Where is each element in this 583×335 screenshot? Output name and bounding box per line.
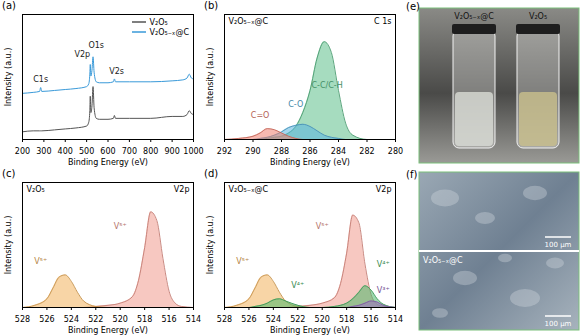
- svg-text:V³⁺: V³⁺: [377, 286, 390, 295]
- svg-text:V⁴⁺: V⁴⁺: [377, 260, 390, 269]
- svg-text:516: 516: [161, 315, 176, 324]
- svg-text:Binding Energy (eV): Binding Energy (eV): [68, 158, 148, 167]
- html-text:Intensity (a.u.): Intensity (a.u.): [4, 215, 13, 274]
- html-text:V₂O₅: V₂O₅: [149, 17, 168, 27]
- svg-text:520: 520: [315, 315, 330, 324]
- svg-text:800: 800: [143, 147, 158, 156]
- svg-text:V₂O₅₋ₓ@C: V₂O₅₋ₓ@C: [229, 17, 269, 26]
- svg-text:516: 516: [363, 315, 378, 324]
- svg-text:C 1s: C 1s: [374, 17, 391, 26]
- svg-text:V2p: V2p: [376, 185, 392, 194]
- svg-text:700: 700: [122, 147, 137, 156]
- svg-text:V₂O₅₋ₓ@C: V₂O₅₋ₓ@C: [423, 256, 463, 265]
- svg-text:600: 600: [100, 147, 115, 156]
- html-text:Intensity (a.u.): Intensity (a.u.): [4, 47, 13, 106]
- html-text:(d): (d): [204, 168, 219, 179]
- html-text:Intensity (a.u.): Intensity (a.u.): [206, 215, 215, 274]
- svg-text:200: 200: [15, 147, 30, 156]
- html-text:(c): (c): [2, 168, 16, 179]
- svg-text:C1s: C1s: [33, 75, 48, 84]
- svg-text:V⁵⁺: V⁵⁺: [236, 257, 249, 266]
- svg-text:292: 292: [217, 147, 232, 156]
- svg-text:V⁵⁺: V⁵⁺: [34, 257, 47, 266]
- svg-text:526: 526: [39, 315, 54, 324]
- svg-text:V₂O₅₋ₓ@C: V₂O₅₋ₓ@C: [229, 185, 269, 194]
- svg-text:528: 528: [15, 315, 30, 324]
- svg-text:Binding Energy (eV): Binding Energy (eV): [270, 326, 350, 335]
- svg-text:526: 526: [241, 315, 256, 324]
- svg-text:V2s: V2s: [109, 67, 124, 76]
- svg-text:(f): (f): [406, 169, 417, 180]
- svg-text:400: 400: [58, 147, 73, 156]
- svg-text:286: 286: [302, 147, 317, 156]
- svg-text:C=O: C=O: [251, 111, 270, 120]
- html-text:(b): (b): [204, 0, 219, 11]
- svg-text:100 μm: 100 μm: [545, 241, 572, 249]
- svg-text:V⁴⁺: V⁴⁺: [291, 281, 304, 290]
- svg-text:V₂O₅₋ₓ@C: V₂O₅₋ₓ@C: [454, 12, 494, 21]
- svg-text:Binding Energy (eV): Binding Energy (eV): [270, 158, 350, 167]
- svg-text:518: 518: [137, 315, 152, 324]
- svg-text:522: 522: [290, 315, 305, 324]
- svg-text:O1s: O1s: [88, 41, 104, 50]
- svg-text:524: 524: [64, 315, 79, 324]
- svg-text:V2p: V2p: [174, 185, 190, 194]
- html-text:V₂O₅₋ₓ@C: V₂O₅₋ₓ@C: [149, 27, 189, 37]
- svg-text:290: 290: [245, 147, 260, 156]
- svg-text:900: 900: [164, 147, 179, 156]
- svg-text:C-O: C-O: [288, 100, 303, 109]
- svg-text:520: 520: [113, 315, 128, 324]
- svg-text:1000: 1000: [183, 147, 203, 156]
- svg-text:522: 522: [88, 315, 103, 324]
- svg-text:V₂O₅: V₂O₅: [27, 185, 45, 194]
- svg-text:514: 514: [186, 315, 201, 324]
- svg-text:500: 500: [79, 147, 94, 156]
- svg-text:V₂O₅: V₂O₅: [529, 12, 547, 21]
- svg-text:V2p: V2p: [75, 50, 91, 59]
- svg-text:282: 282: [359, 147, 374, 156]
- svg-text:300: 300: [36, 147, 51, 156]
- svg-text:V⁵⁺: V⁵⁺: [114, 222, 127, 231]
- svg-text:Binding Energy (eV): Binding Energy (eV): [68, 326, 148, 335]
- svg-text:(e): (e): [406, 1, 420, 12]
- html-text:Intensity (a.u.): Intensity (a.u.): [206, 47, 215, 106]
- svg-text:524: 524: [266, 315, 281, 324]
- svg-text:280: 280: [388, 147, 403, 156]
- html-text:(a): (a): [2, 0, 16, 11]
- svg-text:518: 518: [339, 315, 354, 324]
- svg-text:C-C/C-H: C-C/C-H: [311, 81, 342, 90]
- svg-text:100 μm: 100 μm: [545, 320, 572, 328]
- svg-text:514: 514: [388, 315, 403, 324]
- svg-text:528: 528: [217, 315, 232, 324]
- svg-text:288: 288: [274, 147, 289, 156]
- svg-text:284: 284: [331, 147, 346, 156]
- svg-text:V⁵⁺: V⁵⁺: [316, 222, 329, 231]
